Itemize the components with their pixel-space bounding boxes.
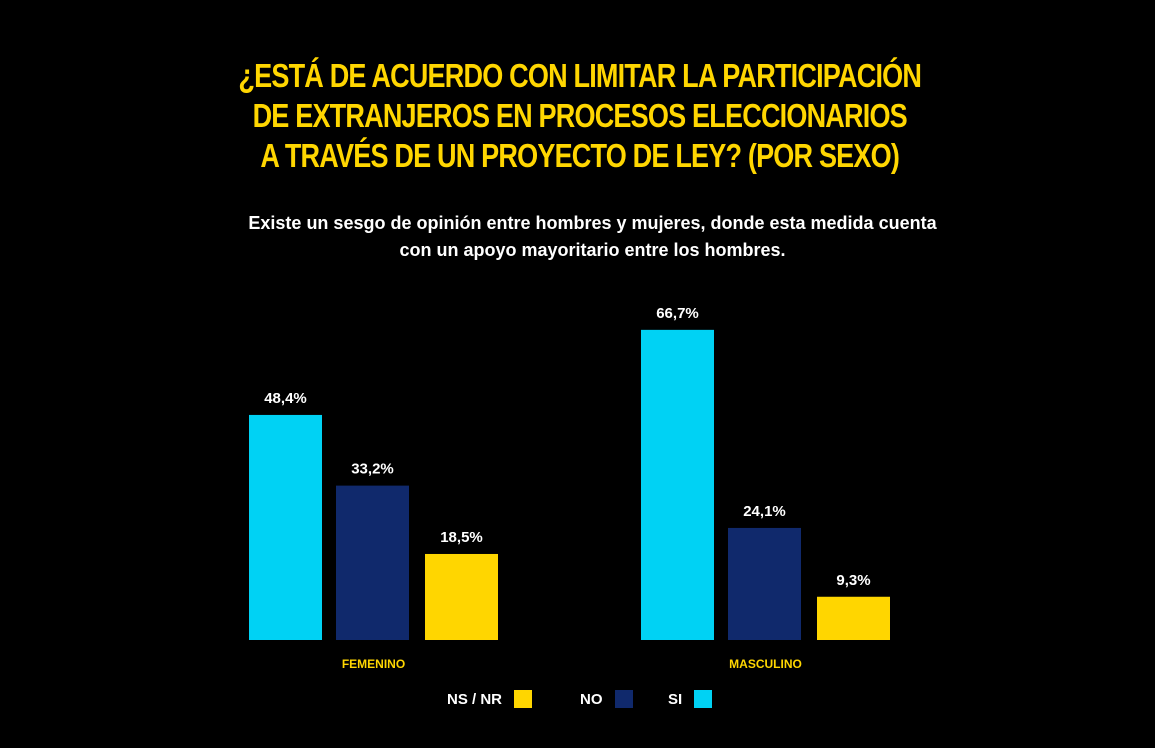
- legend-label-nsnr: NS / NR: [447, 690, 503, 708]
- subtitle-line-1: Existe un sesgo de opinión entre hombres…: [248, 213, 937, 233]
- data-label-masculino-si: 66,7%: [656, 305, 699, 322]
- legend-item-nsnr: NS / NR: [447, 690, 533, 708]
- data-label-masculino-ns-nr: 9,3%: [836, 572, 870, 589]
- data-label-masculino-no: 24,1%: [743, 503, 786, 520]
- legend-item-si: SI: [668, 690, 713, 708]
- legend-swatch-si: [694, 690, 713, 708]
- category-label-femenino: FEMENINO: [342, 657, 405, 671]
- bar-femenino-si: [249, 414, 322, 640]
- bar-femenino-ns-nr: [425, 553, 498, 640]
- data-label-femenino-ns-nr: 18,5%: [440, 529, 483, 546]
- legend: NS / NR NO SI: [0, 690, 1155, 712]
- data-label-femenino-si: 48,4%: [264, 390, 307, 407]
- bar-masculino-si: [641, 329, 714, 640]
- chart-title: ¿ESTÁ DE ACUERDO CON LIMITAR LA PARTICIP…: [106, 56, 1053, 176]
- legend-label-no: NO: [580, 690, 603, 708]
- legend-swatch-no: [614, 690, 633, 708]
- chart-subtitle: Existe un sesgo de opinión entre hombres…: [0, 210, 1155, 264]
- bar-masculino-no: [728, 527, 801, 640]
- legend-swatch-nsnr: [514, 690, 533, 708]
- subtitle-line-2: con un apoyo mayoritario entre los hombr…: [399, 240, 786, 260]
- bar-femenino-no: [336, 485, 409, 640]
- data-label-femenino-no: 33,2%: [351, 461, 394, 478]
- legend-item-no: NO: [580, 690, 633, 708]
- bar-masculino-ns-nr: [817, 596, 890, 640]
- legend-label-si: SI: [668, 690, 683, 708]
- title-line-2: DE EXTRANJEROS EN PROCESOS ELECCIONARIOS: [252, 97, 908, 134]
- title-line-1: ¿ESTÁ DE ACUERDO CON LIMITAR LA PARTICIP…: [238, 57, 922, 94]
- category-label-masculino: MASCULINO: [729, 657, 802, 671]
- title-line-3: A TRAVÉS DE UN PROYECTO DE LEY? (POR SEX…: [260, 137, 900, 174]
